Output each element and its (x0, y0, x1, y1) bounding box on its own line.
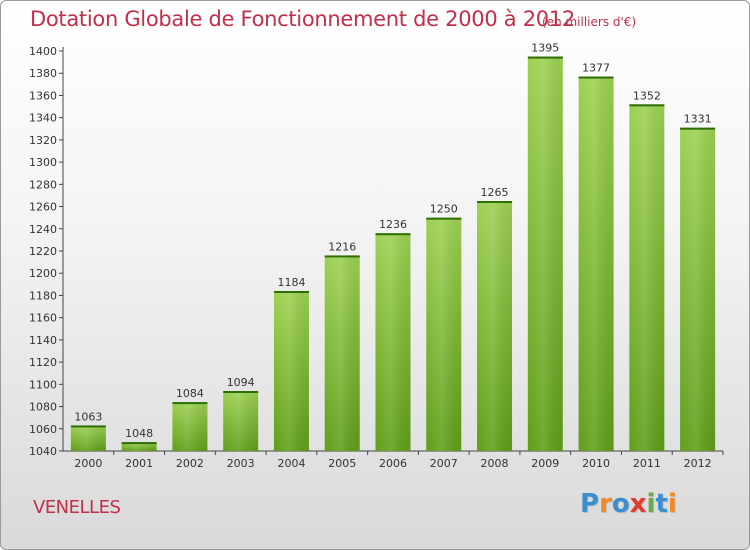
bar-sheen-2008 (477, 201, 513, 451)
y-tick-label: 1180 (29, 289, 57, 302)
data-label-2004: 1184 (277, 276, 305, 289)
y-tick-label: 1320 (29, 134, 57, 147)
y-tick-label: 1160 (29, 312, 57, 325)
x-tick-label-2011: 2011 (633, 457, 661, 470)
y-tick-label: 1300 (29, 156, 57, 169)
data-label-2002: 1084 (176, 387, 204, 400)
data-label-2009: 1395 (531, 42, 559, 55)
bar-cap-2002 (172, 402, 208, 405)
y-tick-label: 1340 (29, 112, 57, 125)
y-tick-label: 1400 (29, 45, 57, 58)
bar-sheen-2004 (273, 291, 309, 451)
bars (70, 56, 716, 452)
chart-title: Dotation Globale de Fonctionnement de 20… (30, 7, 575, 31)
bar-cap-2005 (324, 255, 360, 258)
data-label-2011: 1352 (633, 89, 661, 102)
bar-sheen-2003 (223, 391, 259, 451)
bar-sheen-2001 (121, 442, 157, 451)
x-tick-label-2001: 2001 (125, 457, 153, 470)
data-label-2003: 1094 (227, 376, 255, 389)
data-label-2000: 1063 (74, 410, 102, 423)
y-tick-label: 1040 (29, 445, 57, 458)
y-tick-label: 1220 (29, 245, 57, 258)
bar-sheen-2010 (578, 76, 614, 452)
bar-cap-2000 (70, 425, 106, 428)
y-tick-label: 1140 (29, 334, 57, 347)
logo-letter: t (655, 489, 668, 519)
bar-sheen-2012 (680, 127, 716, 452)
bar-sheen-2002 (172, 402, 208, 451)
data-label-2012: 1331 (684, 113, 712, 126)
bar-sheen-2000 (70, 425, 106, 451)
logo-letter: i (646, 489, 656, 519)
y-tick-label: 1060 (29, 423, 57, 436)
x-tick-label-2000: 2000 (74, 457, 102, 470)
bar-cap-2004 (273, 291, 309, 293)
data-label-2005: 1216 (328, 240, 356, 253)
x-tick-label-2008: 2008 (481, 457, 509, 470)
y-tick-label: 1100 (29, 378, 57, 391)
bar-cap-2010 (578, 76, 614, 79)
x-tick-label-2002: 2002 (176, 457, 204, 470)
data-label-2007: 1250 (430, 203, 458, 216)
bar-sheen-2005 (324, 255, 360, 451)
x-tick-label-2007: 2007 (430, 457, 458, 470)
chart-subtitle: (en milliers d'€) (542, 15, 637, 29)
y-axis: 1040 1060 1080 1100 1120 1140 1160 1180 1200 1220… (29, 45, 64, 458)
x-tick-label-2009: 2009 (531, 457, 559, 470)
x-tick-label-2004: 2004 (277, 457, 305, 470)
x-tick-label-2003: 2003 (227, 457, 255, 470)
data-labels: 1063 1048 1084 1094 1184 1216 1236 1250 1265 1395… (74, 42, 711, 441)
bar-cap-2009 (527, 56, 563, 59)
bar-sheen-2011 (629, 104, 665, 451)
y-tick-label: 1380 (29, 67, 57, 80)
bar-sheen-2006 (375, 233, 411, 451)
y-tick-label: 1360 (29, 89, 57, 102)
x-tick-label-2006: 2006 (379, 457, 407, 470)
bar-cap-2001 (121, 442, 157, 445)
bar-cap-2007 (426, 217, 462, 220)
bar-cap-2003 (223, 391, 259, 393)
data-label-2001: 1048 (125, 427, 153, 440)
y-tick-label: 1280 (29, 178, 57, 191)
logo-letter: i (667, 489, 677, 519)
town-name: VENELLES (33, 497, 121, 518)
bar-cap-2011 (629, 104, 665, 107)
y-tick-label: 1260 (29, 201, 57, 214)
data-label-2010: 1377 (582, 62, 610, 75)
logo-letter: o (611, 489, 630, 519)
bar-cap-2012 (680, 127, 716, 130)
bar-sheen-2007 (426, 217, 462, 451)
logo-letter: P (580, 489, 600, 519)
logo-letter: r (599, 489, 612, 519)
data-label-2008: 1265 (481, 186, 509, 199)
bar-cap-2006 (375, 233, 411, 236)
logo-letter: x (629, 489, 647, 519)
proxiti-logo[interactable]: Proxiti (580, 489, 677, 519)
y-tick-label: 1200 (29, 267, 57, 280)
bar-cap-2008 (477, 201, 513, 203)
y-tick-label: 1240 (29, 223, 57, 236)
x-tick-label-2012: 2012 (684, 457, 712, 470)
y-tick-label: 1080 (29, 401, 57, 414)
bar-sheen-2009 (527, 56, 563, 452)
x-tick-label-2005: 2005 (328, 457, 356, 470)
x-axis: 2000 2001 2002 2003 2004 2005 2006 2007 2008 2009… (63, 450, 724, 470)
y-tick-label: 1120 (29, 356, 57, 369)
x-tick-label-2010: 2010 (582, 457, 610, 470)
data-label-2006: 1236 (379, 218, 407, 231)
